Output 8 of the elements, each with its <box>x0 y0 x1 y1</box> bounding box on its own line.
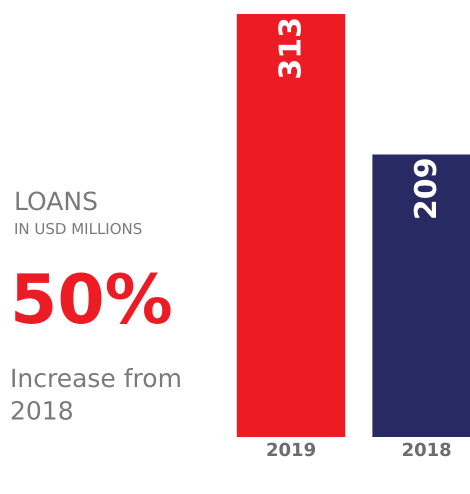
x-tick-label: 2019 <box>266 440 316 461</box>
data-label: 209 <box>409 158 444 220</box>
text: IN USD MILLIONS <box>14 220 142 238</box>
text: 50% <box>10 261 173 340</box>
text: LOANS <box>14 187 98 216</box>
text: Increase from 2018 <box>10 364 182 426</box>
data-label: 313 <box>274 17 309 80</box>
x-tick-label: 2018 <box>402 440 452 461</box>
